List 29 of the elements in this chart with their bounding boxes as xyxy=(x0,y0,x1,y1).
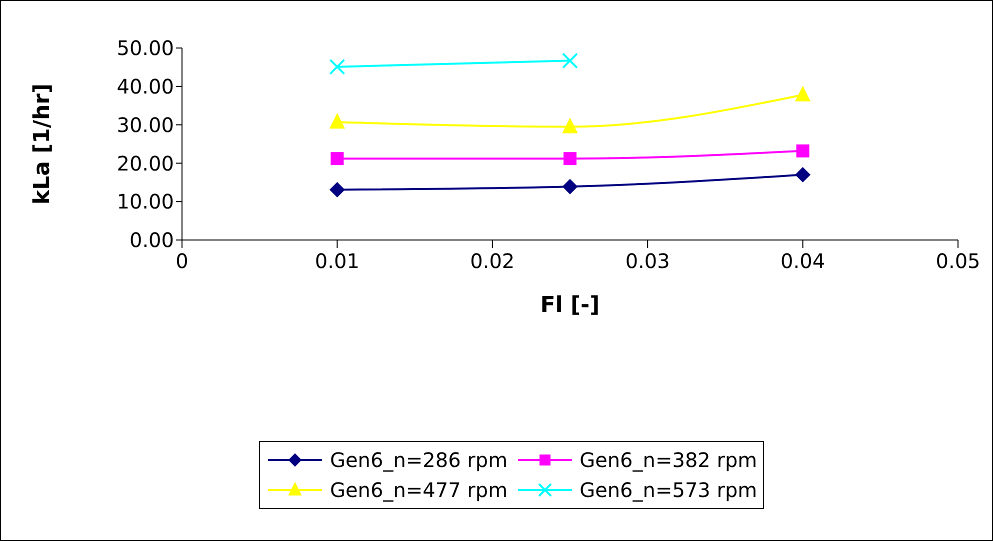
point xyxy=(562,118,578,134)
x-tick-label: 0.01 xyxy=(314,249,360,274)
legend-label: Gen6_n=573 rpm xyxy=(580,478,758,502)
point xyxy=(329,58,346,75)
y-tick-label: 0.00 xyxy=(129,228,174,252)
point xyxy=(562,179,578,194)
y-tick-label: 50.00 xyxy=(116,36,174,60)
point xyxy=(330,114,345,129)
x-tick-label: 0 xyxy=(176,249,188,274)
point xyxy=(795,167,810,182)
legend-label: Gen6_n=382 rpm xyxy=(580,448,758,472)
point xyxy=(562,52,578,69)
y-tick-label: 40.00 xyxy=(116,74,174,98)
y-tick-label: 30.00 xyxy=(116,112,174,137)
point xyxy=(330,152,344,166)
x-tick-label: 0.03 xyxy=(625,249,670,274)
x-tick-label: 0.02 xyxy=(470,249,515,274)
point xyxy=(796,144,810,158)
point xyxy=(330,182,345,198)
x-tick-label: 0.04 xyxy=(780,249,826,274)
x-tick-label: 0.05 xyxy=(936,249,980,274)
y-tick-label: 10.00 xyxy=(116,190,174,214)
y-tick-label: 20.00 xyxy=(116,151,174,176)
y-axis-title: kLa [1/hr] xyxy=(30,83,55,205)
legend-label: Gen6_n=286 rpm xyxy=(330,448,508,472)
point xyxy=(795,86,810,102)
x-axis-title: Fl [-] xyxy=(540,293,600,318)
point xyxy=(564,152,576,166)
legend-label: Gen6_n=477 rpm xyxy=(330,478,508,502)
